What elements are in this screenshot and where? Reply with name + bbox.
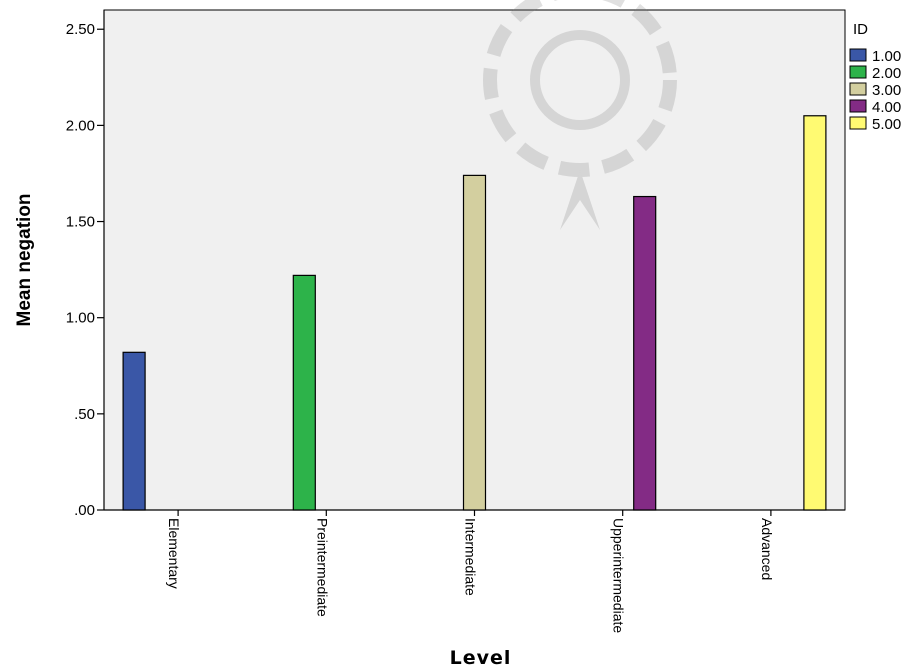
x-axis-title: Level: [450, 647, 512, 669]
legend-swatch: [849, 99, 867, 113]
x-tick-label: Elementary: [166, 518, 182, 589]
bar-elementary: [122, 351, 146, 511]
x-tick-labels: Elementary Preintermediate Intermediate Upp…: [166, 518, 775, 633]
bars: [122, 115, 827, 511]
legend-swatch: [849, 48, 867, 62]
x-tick-label: Intermediate: [463, 518, 479, 596]
y-tick-label: 1.50: [66, 214, 95, 231]
legend-label: 3.00: [872, 82, 901, 99]
legend-label: 1.00: [872, 48, 901, 65]
legend-label: 2.00: [872, 65, 901, 82]
legend-swatch: [849, 82, 867, 96]
watermark-logo: [483, 0, 677, 230]
bar-intermediate: [462, 174, 487, 511]
y-tick-label: 2.50: [66, 21, 95, 38]
y-tick-label: .50: [74, 406, 95, 423]
y-tick-label: 2.00: [66, 117, 95, 134]
bar-upperintermediate: [633, 195, 657, 511]
bar-preintermediate: [292, 274, 316, 511]
x-tick-label: Upperintermediate: [611, 518, 627, 633]
y-axis: .00 .50 1.00 1.50 2.00 2.50: [66, 10, 105, 519]
y-tick-label: 1.00: [66, 310, 95, 327]
bar-advanced: [803, 115, 827, 511]
x-tick-label: Advanced: [759, 518, 775, 580]
x-axis: [104, 509, 845, 516]
x-tick-label: Preintermediate: [314, 518, 330, 617]
legend-title: ID: [853, 21, 868, 38]
legend-swatch: [849, 65, 867, 79]
y-tick-label: .00: [74, 502, 95, 519]
legend-swatch: [849, 116, 867, 130]
legend: ID 1.002.003.004.005.00: [849, 21, 901, 133]
legend-label: 5.00: [872, 116, 901, 133]
legend-label: 4.00: [872, 99, 901, 116]
y-axis-title: Mean negation: [14, 193, 35, 326]
